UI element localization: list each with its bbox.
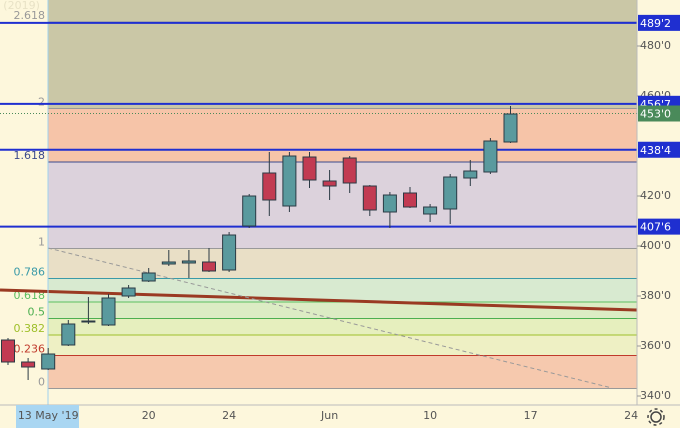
price-tag: 407'6 [640, 221, 671, 234]
candle-body [141, 272, 156, 282]
price-tag: 438'4 [640, 144, 671, 157]
price-axis [637, 0, 680, 428]
candle-body [21, 361, 36, 368]
candle-body [443, 176, 458, 210]
settings-icon[interactable] [647, 408, 665, 426]
fib-label: 0.786 [14, 265, 46, 278]
fib-band [48, 301, 637, 319]
y-tick-label: 480'0 [640, 39, 671, 52]
candle-body [302, 156, 317, 181]
x-tick-label: 24 [624, 409, 638, 422]
candle-body [483, 140, 498, 173]
candle-body [202, 261, 216, 272]
x-tick-label: 13 May '19 [18, 409, 79, 422]
x-tick-label: 24 [222, 409, 236, 422]
price-tag: 489'2 [640, 17, 671, 30]
fib-band [48, 0, 637, 22]
candle-body [41, 353, 56, 370]
candle-body [342, 157, 357, 184]
candle-body [101, 297, 116, 326]
y-tick-label: 340'0 [640, 389, 671, 402]
crosshair-label-bg [16, 405, 79, 428]
trend-line-dashed [47, 247, 613, 389]
fib-label: 0.382 [14, 322, 46, 335]
last-price-tag: 453'0 [640, 108, 671, 121]
y-tick-label: 360'0 [640, 339, 671, 352]
candle-body [61, 323, 76, 346]
fib-label: 0.5 [28, 306, 46, 319]
price-tag-bg [638, 141, 680, 158]
trend-line [0, 288, 638, 312]
candle-body [242, 195, 257, 227]
x-tick-label: Jun [320, 409, 338, 422]
candle-body [282, 155, 297, 207]
candle-body [503, 113, 518, 143]
fib-band [48, 21, 637, 109]
candle-body [382, 194, 397, 213]
candle-body [121, 287, 136, 297]
fib-band [48, 161, 637, 249]
fib-band [48, 355, 637, 389]
x-tick-label: 17 [524, 409, 538, 422]
candle-body [1, 339, 15, 363]
x-tick-label: 20 [142, 409, 156, 422]
fib-label: 0 [38, 376, 45, 389]
fib-label: 2.618 [14, 9, 46, 22]
candle-body [161, 261, 176, 265]
price-tag-bg [638, 218, 680, 235]
fib-label: 0.236 [14, 342, 46, 355]
fib-band [48, 335, 637, 356]
candle-body [181, 260, 196, 264]
candle-body [81, 320, 96, 323]
fib-band [48, 108, 637, 162]
candle-body [222, 234, 237, 271]
fib-band [48, 248, 637, 279]
fib-band [48, 278, 637, 302]
x-tick-label: 10 [423, 409, 437, 422]
candle-body [362, 185, 377, 211]
y-tick-label: 400'0 [640, 239, 671, 252]
candle-body [262, 172, 277, 201]
fib-band [48, 318, 637, 336]
candle-body [322, 180, 337, 187]
fib-label: 1 [38, 236, 45, 249]
candle-body [423, 206, 438, 215]
watermark: ol (2019) [0, 0, 40, 12]
fib-label: 2 [38, 96, 45, 109]
y-tick-label: 420'0 [640, 189, 671, 202]
fib-label: 1.618 [14, 149, 46, 162]
candle-body [463, 170, 478, 179]
y-tick-label: 380'0 [640, 289, 671, 302]
last-price-tag-bg [638, 105, 680, 122]
price-tag-bg [638, 14, 680, 31]
candle-body [403, 192, 417, 208]
